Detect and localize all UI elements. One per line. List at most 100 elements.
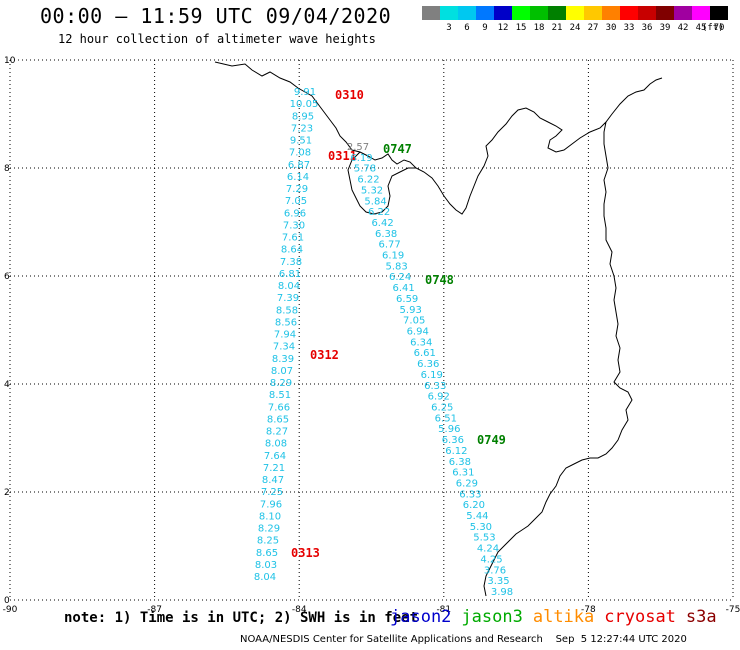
- colorbar-swatch: [458, 6, 476, 20]
- swh-value: 6.31: [452, 468, 474, 479]
- swh-value: 7.94: [274, 330, 296, 341]
- swh-value: 7.23: [291, 123, 313, 134]
- swh-value: 6.42: [371, 218, 393, 229]
- swh-value: 6.20: [463, 500, 485, 511]
- swh-value: 6.36: [442, 435, 464, 446]
- swh-value: 7.08: [289, 148, 311, 159]
- swh-value: 6.19: [350, 153, 372, 164]
- colorbar-swatch: [548, 6, 566, 20]
- swh-value: 6.61: [414, 348, 436, 359]
- lon-tick-label: -90: [3, 605, 18, 615]
- swh-value: 6.25: [431, 402, 453, 413]
- satellite-legend-item: cryosat: [604, 607, 676, 627]
- swh-value: 5.32: [361, 185, 383, 196]
- map-axes: -90 -87 -84 -81 -78 -75 10 8 6 4 2 0: [3, 56, 740, 615]
- swh-value: 8.65: [267, 414, 289, 425]
- swh-value: 4.24: [477, 544, 499, 555]
- swh-value: 8.51: [269, 390, 291, 401]
- swh-value: 6.59: [396, 294, 418, 305]
- colorbar-label: 3: [446, 23, 452, 33]
- colorbar-label: 30: [605, 23, 617, 33]
- colorbar-unit: (ft): [702, 23, 724, 33]
- swh-value: 6.38: [449, 457, 471, 468]
- satellite-legend-item: jason3: [461, 607, 523, 627]
- swh-value: 8.25: [257, 536, 279, 547]
- pass-time-label: 0312: [310, 348, 339, 362]
- swh-value: 7.21: [263, 463, 285, 474]
- swh-value: 6.29: [456, 478, 478, 489]
- colorbar-label: 9: [482, 23, 488, 33]
- pass-time-label: 0313: [291, 546, 320, 560]
- colorbar-swatch: [512, 6, 530, 20]
- pass-time-label: 0749: [477, 433, 506, 447]
- lat-tick-label: 10: [4, 56, 16, 66]
- pass-time-label: 0310: [335, 88, 364, 102]
- swh-value: 6.96: [284, 208, 306, 219]
- swh-value: 5.78: [354, 164, 376, 175]
- swh-value: 7.96: [260, 499, 282, 510]
- swh-value: 8.58: [276, 305, 298, 316]
- satellite-legend-item: altika: [532, 607, 595, 627]
- swh-value: 3.98: [491, 587, 513, 598]
- lat-tick-label: 6: [4, 272, 10, 282]
- colorbar-swatch: [422, 6, 440, 20]
- swh-value: 4.25: [480, 554, 502, 565]
- swh-value: 8.27: [266, 427, 288, 438]
- swh-value: 6.81: [279, 269, 301, 280]
- swh-value: 3.35: [487, 576, 509, 587]
- swh-value: 6.19: [421, 370, 443, 381]
- colorbar-label: 27: [587, 23, 599, 33]
- swh-value: 10.05: [290, 99, 319, 110]
- swh-value: 5.30: [470, 522, 492, 533]
- swh-value: 7.61: [282, 233, 304, 244]
- swh-value: 6.22: [368, 207, 390, 218]
- colorbar-swatch: [566, 6, 584, 20]
- swh-value: 6.38: [375, 229, 397, 240]
- coastline: [214, 61, 663, 597]
- swh-value: 7.34: [273, 342, 295, 353]
- colorbar-label: 6: [464, 23, 470, 33]
- pass-time-label: 0747: [383, 142, 412, 156]
- altimeter-tracks: 9.9110.058.957.239.517.086.876.147.297.0…: [254, 87, 513, 598]
- swh-value: 8.29: [270, 378, 292, 389]
- footnote: note: 1) Time is in UTC; 2) SWH is in fe…: [64, 610, 419, 626]
- lon-tick-label: -87: [147, 605, 162, 615]
- lon-tick-label: -84: [292, 605, 307, 615]
- swh-value: 7.30: [283, 220, 305, 231]
- swh-value: 8.10: [259, 511, 281, 522]
- colorbar-swatch: [674, 6, 692, 20]
- colorbar-swatch: [602, 6, 620, 20]
- swh-value: 5.93: [400, 305, 422, 316]
- swh-value: 5.84: [364, 196, 386, 207]
- swh-value: 7.39: [277, 293, 299, 304]
- satellite-legend: jason2 jason3 altika cryosat s3a: [390, 607, 727, 627]
- swh-value: 6.87: [288, 160, 310, 171]
- lon-tick-label: -81: [436, 605, 451, 615]
- swh-value: 8.04: [254, 572, 276, 583]
- swh-value: 7.29: [286, 184, 308, 195]
- lat-tick-label: 0: [4, 596, 10, 606]
- colorbar-swatch: [620, 6, 638, 20]
- swh-value: 6.24: [389, 272, 411, 283]
- colorbar-swatch: [494, 6, 512, 20]
- colorbar-label: 15: [515, 23, 527, 33]
- coastline-gulf-path: [347, 151, 416, 215]
- swh-value: 6.12: [445, 446, 467, 457]
- colorbar-swatch: [692, 6, 710, 20]
- chart-subtitle: 12 hour collection of altimeter wave hei…: [58, 32, 376, 46]
- chart-title: 00:00 — 11:59 UTC 09/04/2020: [40, 4, 392, 28]
- colorbar-label: 12: [497, 23, 509, 33]
- swh-value: 7.66: [268, 402, 290, 413]
- swh-value: 6.33: [424, 381, 446, 392]
- lon-tick-label: -78: [581, 605, 596, 615]
- swh-value: 8.56: [275, 317, 297, 328]
- swh-value: 8.65: [256, 548, 278, 559]
- lon-tick-label: -75: [726, 605, 740, 615]
- swh-value: 6.94: [407, 327, 429, 338]
- swh-value: 6.22: [357, 175, 379, 186]
- colorbar-label: 42: [677, 23, 689, 33]
- swh-value: 6.14: [287, 172, 309, 183]
- swh-value: 5.83: [386, 261, 408, 272]
- coastline-path: [214, 61, 663, 597]
- swh-value: 6.77: [378, 240, 400, 251]
